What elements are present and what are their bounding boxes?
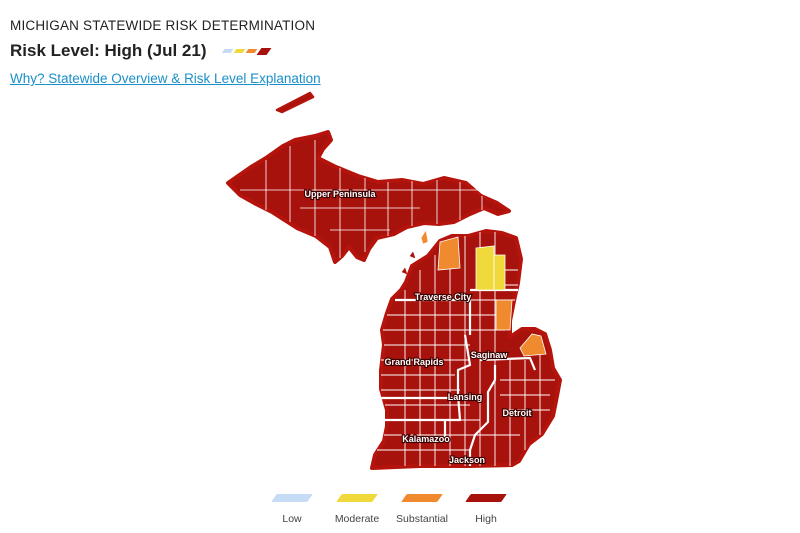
island-small-2 — [401, 267, 408, 275]
legend-swatch-moderate — [336, 494, 378, 502]
legend-label-substantial: Substantial — [396, 513, 448, 525]
label-lansing: Lansing — [448, 392, 483, 402]
label-kalamazoo: Kalamazoo — [402, 434, 450, 444]
risk-level-row: Risk Level: High (Jul 21) — [10, 41, 570, 61]
county-substantial-2[interactable] — [495, 299, 513, 331]
label-upper-peninsula: Upper Peninsula — [304, 189, 376, 199]
region-upper-peninsula[interactable] — [226, 130, 511, 264]
label-detroit: Detroit — [503, 408, 532, 418]
isle-royale-island — [275, 91, 315, 114]
risk-level-title: Risk Level: High (Jul 21) — [10, 41, 207, 60]
island-small-1 — [409, 251, 416, 259]
legend-item-substantial: Substantial — [382, 494, 462, 525]
label-grand-rapids: Grand Rapids — [384, 357, 443, 367]
risk-explanation-link[interactable]: Why? Statewide Overview & Risk Level Exp… — [10, 71, 321, 86]
label-saginaw: Saginaw — [471, 350, 509, 360]
county-moderate-2[interactable] — [493, 254, 506, 291]
page-eyebrow: MICHIGAN STATEWIDE RISK DETERMINATION — [10, 18, 316, 33]
county-substantial-3[interactable] — [519, 333, 547, 357]
legend-label-low: Low — [282, 513, 302, 525]
county-substantial-1[interactable] — [437, 236, 461, 271]
island-substantial — [420, 229, 429, 245]
risk-legend: Low Moderate Substantial High — [0, 494, 800, 530]
legend-label-moderate: Moderate — [334, 513, 380, 525]
region-lower-peninsula[interactable] — [370, 229, 562, 470]
legend-swatch-high — [465, 494, 507, 502]
legend-item-moderate: Moderate — [317, 494, 397, 525]
legend-swatch-low — [271, 494, 313, 502]
label-traverse-city: Traverse City — [415, 292, 472, 302]
county-moderate-1[interactable] — [475, 245, 495, 291]
legend-item-high: High — [446, 494, 526, 525]
label-jackson: Jackson — [449, 455, 485, 465]
legend-label-high: High — [475, 513, 497, 525]
page-header: MICHIGAN STATEWIDE RISK DETERMINATION Ri… — [10, 18, 570, 88]
legend-item-low: Low — [252, 494, 332, 525]
legend-swatch-substantial — [401, 494, 443, 502]
